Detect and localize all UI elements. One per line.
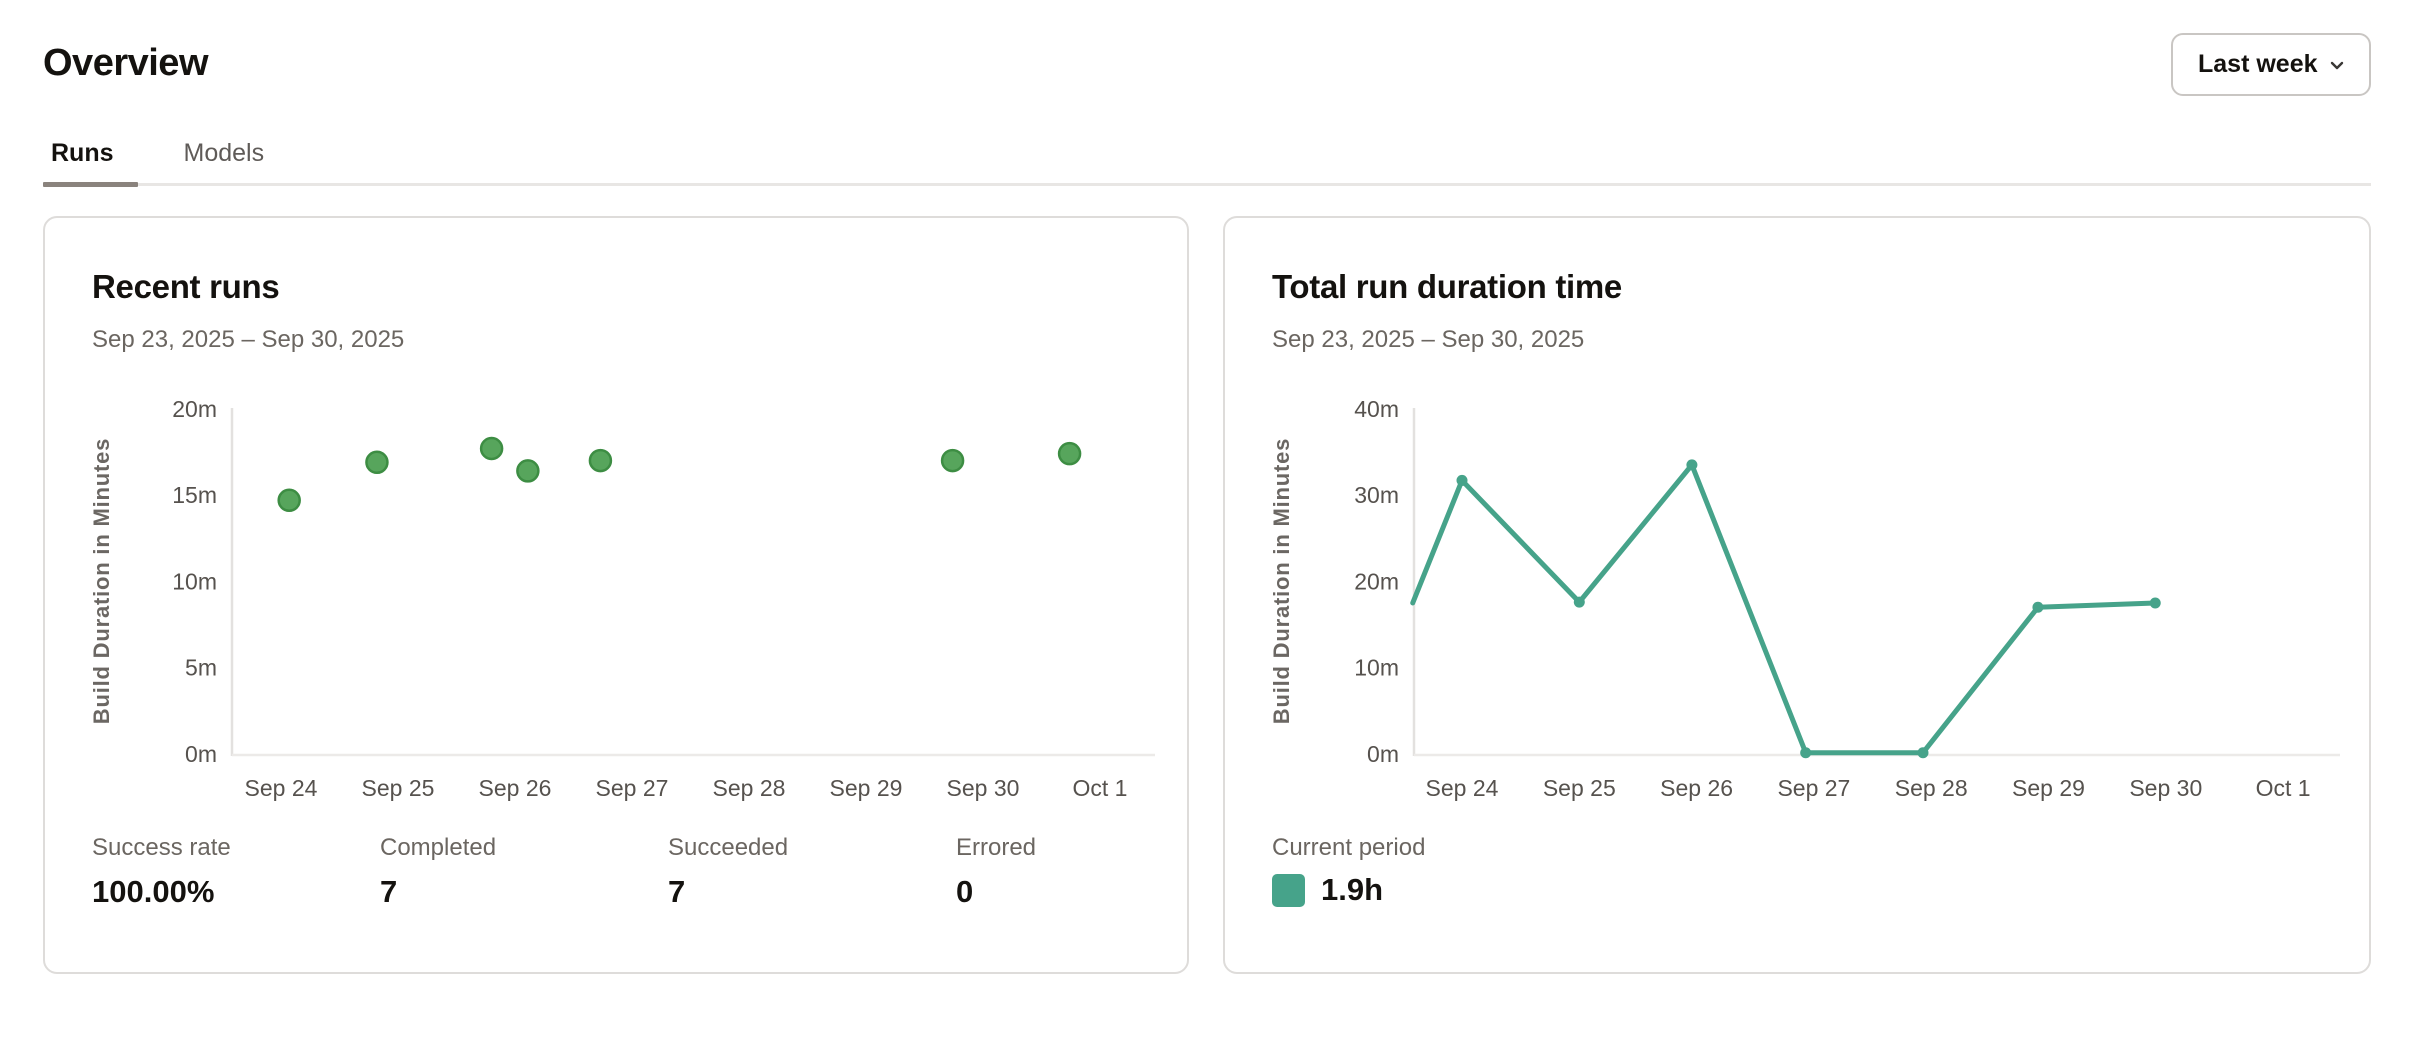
tab-models[interactable]: Models [183, 139, 265, 167]
svg-text:40m: 40m [1354, 396, 1399, 422]
svg-text:10m: 10m [172, 568, 217, 594]
svg-text:Sep 29: Sep 29 [2012, 775, 2085, 801]
svg-text:Build Duration in Minutes: Build Duration in Minutes [89, 438, 114, 724]
svg-text:Oct 1: Oct 1 [2256, 775, 2311, 801]
period-selector-dropdown[interactable]: Last week [2171, 33, 2371, 96]
svg-text:Sep 24: Sep 24 [245, 775, 318, 801]
svg-text:15m: 15m [172, 482, 217, 508]
stat-value: 7 [380, 874, 398, 909]
stat-label: Completed [380, 834, 497, 861]
page-title: Overview [43, 42, 209, 84]
run-stats-row: Success rate 100.00% Completed 7 Succeed… [92, 834, 1244, 910]
svg-text:10m: 10m [1354, 655, 1399, 681]
svg-text:Sep 26: Sep 26 [1660, 775, 1733, 801]
svg-text:Sep 30: Sep 30 [947, 775, 1020, 801]
tab-divider [43, 183, 2371, 186]
legend-block: Current period 1.9h [1272, 834, 1425, 908]
svg-text:Sep 25: Sep 25 [1543, 775, 1616, 801]
recent-runs-card: 0m 5m 10m 15m 20m Sep 24 Sep 25 Sep 26 Sep 27 Sep… [43, 216, 1189, 974]
card-date-range: Sep 23, 2025 – Sep 30, 2025 [92, 326, 405, 353]
stat-value: 0 [956, 874, 974, 909]
svg-text:Sep 27: Sep 27 [1777, 775, 1850, 801]
stat-value: 7 [668, 874, 686, 909]
stat-completed: Completed 7 [380, 834, 668, 910]
svg-text:Sep 30: Sep 30 [2129, 775, 2202, 801]
stat-succeeded: Succeeded 7 [668, 834, 956, 910]
tab-runs[interactable]: Runs [51, 139, 114, 167]
svg-text:0m: 0m [1367, 741, 1399, 767]
recent-runs-chart[interactable]: 0m 5m 10m 15m 20m Sep 24 Sep 25 Sep 26 Sep 27 Sep… [45, 218, 1187, 976]
svg-text:0m: 0m [185, 741, 217, 767]
stat-errored: Errored 0 [956, 834, 1244, 910]
total-duration-card: 0m 10m 20m 30m 40m Sep 24 Sep 25 Sep 26 Sep 27 Se… [1223, 216, 2371, 974]
chevron-down-icon [2330, 61, 2344, 69]
stat-label: Success rate [92, 834, 231, 861]
period-selector-label: Last week [2198, 50, 2318, 78]
svg-text:30m: 30m [1354, 482, 1399, 508]
svg-text:Sep 28: Sep 28 [1895, 775, 1968, 801]
svg-text:Sep 26: Sep 26 [479, 775, 552, 801]
svg-text:Sep 27: Sep 27 [596, 775, 669, 801]
card-title: Total run duration time [1272, 268, 1622, 305]
stat-label: Succeeded [668, 834, 789, 861]
svg-text:Sep 28: Sep 28 [713, 775, 786, 801]
svg-text:5m: 5m [185, 655, 217, 681]
legend-label: Current period [1272, 834, 1426, 861]
stat-success-rate: Success rate 100.00% [92, 834, 380, 910]
svg-text:Sep 29: Sep 29 [830, 775, 903, 801]
tab-bar: Runs Models [43, 133, 272, 186]
legend-row: 1.9h [1272, 872, 1425, 908]
svg-text:20m: 20m [172, 396, 217, 422]
card-date-range: Sep 23, 2025 – Sep 30, 2025 [1272, 326, 1585, 353]
svg-text:Oct 1: Oct 1 [1073, 775, 1128, 801]
stat-value: 100.00% [92, 874, 215, 909]
svg-text:Sep 24: Sep 24 [1426, 775, 1499, 801]
legend-value: 1.9h [1321, 872, 1384, 907]
legend-swatch [1272, 873, 1305, 907]
duration-chart[interactable]: 0m 10m 20m 30m 40m Sep 24 Sep 25 Sep 26 Sep 27 Se… [1225, 218, 2369, 976]
svg-text:Sep 25: Sep 25 [362, 775, 435, 801]
active-tab-underline [43, 182, 138, 187]
svg-text:Build Duration in Minutes: Build Duration in Minutes [1269, 438, 1294, 724]
svg-text:20m: 20m [1354, 568, 1399, 594]
card-title: Recent runs [92, 268, 280, 305]
stat-label: Errored [956, 834, 1037, 861]
